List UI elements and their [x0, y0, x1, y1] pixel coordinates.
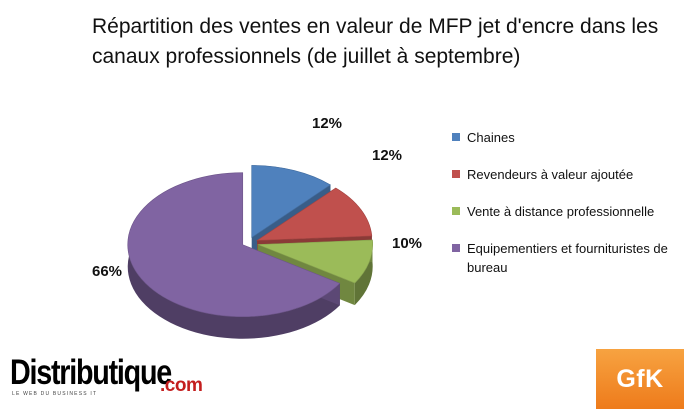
legend-item: Revendeurs à valeur ajoutée [452, 165, 697, 184]
slice-data-label: 10% [392, 235, 422, 252]
slice-data-label: 66% [92, 263, 122, 280]
pie-slice [257, 239, 373, 284]
logo-dotcom-text: .com [160, 375, 203, 396]
legend-item: Vente à distance professionnelle [452, 202, 697, 221]
slice-data-label: 12% [372, 147, 402, 164]
legend-item: Chaines [452, 128, 697, 147]
legend-swatch [452, 244, 460, 252]
pie-slice [251, 165, 331, 238]
legend-label: Revendeurs à valeur ajoutée [467, 167, 634, 182]
pie-slice [255, 187, 373, 241]
legend-swatch [452, 207, 460, 215]
legend-label: Chaines [467, 130, 515, 145]
legend-label: Equipementiers et fournituristes de bure… [467, 241, 668, 275]
distributique-logo: Distributique .com LE WEB DU BUSINESS IT [10, 355, 210, 405]
gfk-logo: GfK [596, 349, 684, 409]
chart-title: Répartition des ventes en valeur de MFP … [92, 15, 659, 68]
legend-item: Equipementiers et fournituristes de bure… [452, 239, 697, 277]
pie-slice [127, 172, 341, 318]
legend-label: Vente à distance professionnelle [467, 204, 655, 219]
legend-swatch [452, 170, 460, 178]
legend-swatch [452, 133, 460, 141]
logo-tagline: LE WEB DU BUSINESS IT [12, 391, 98, 397]
logo-main-text: Distributique [10, 353, 172, 392]
chart-legend: Chaines Revendeurs à valeur ajoutée Vent… [452, 128, 697, 295]
slice-data-label: 12% [312, 115, 342, 132]
